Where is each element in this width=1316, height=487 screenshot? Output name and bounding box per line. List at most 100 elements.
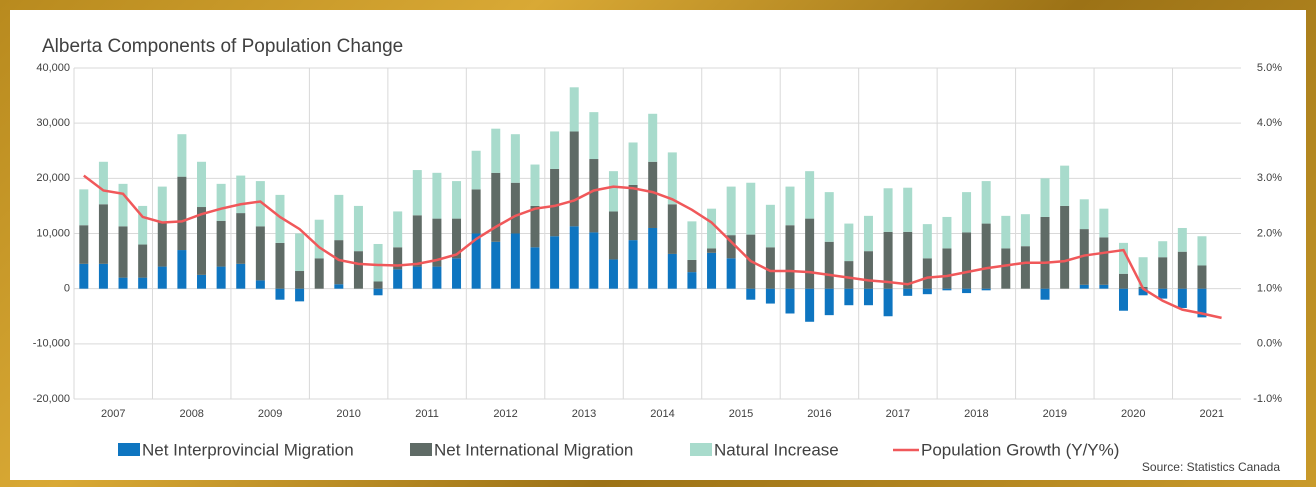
bar [79,263,89,289]
bar [922,288,932,295]
x-tick-label: 2012 [493,408,517,420]
bar [922,258,932,289]
bar [255,226,265,281]
bar [530,205,540,248]
bar [844,288,854,306]
bar [275,288,285,300]
bar [471,150,481,190]
bar [569,87,579,132]
bar [1158,241,1168,258]
bar [883,188,893,232]
bar [1020,246,1030,289]
bar [628,240,638,289]
y2-tick-label: 0.0% [1257,338,1282,350]
bar [628,142,638,185]
x-tick-label: 2021 [1200,408,1224,420]
bar [687,221,697,260]
bar [1177,227,1187,252]
bar [471,233,481,289]
bar [393,211,403,248]
bar [236,213,246,264]
bar [589,159,599,233]
bar [118,277,128,289]
bar [608,171,618,212]
legend-label: Net International Migration [434,440,633,459]
bar [824,192,834,242]
bar [903,231,913,289]
bar [1001,215,1011,249]
y-tick-label: -20,000 [33,393,70,405]
bar [295,288,305,302]
bar [98,161,108,205]
bar [687,272,697,289]
bar [157,266,167,289]
y2-tick-label: 4.0% [1257,117,1282,129]
x-tick-label: 2017 [886,408,910,420]
bar [942,216,952,249]
legend-label: Population Growth (Y/Y%) [921,440,1119,459]
bar [197,161,207,208]
bar [1118,242,1128,274]
legend-label: Natural Increase [714,440,839,459]
bar [138,244,148,278]
bar [785,186,795,226]
source: Source: Statistics Canada [1142,460,1280,474]
bar [138,277,148,289]
bar [667,253,677,289]
bar [216,183,226,221]
bar [1118,288,1128,311]
bar [177,176,187,251]
bar [648,113,658,162]
bar [1177,288,1187,308]
bar [981,181,991,224]
bar [275,194,285,243]
bar [1138,288,1148,296]
bar [334,240,344,285]
x-tick-label: 2008 [179,408,203,420]
bar [962,232,972,289]
bar [1060,165,1070,206]
bar [942,248,952,289]
y-tick-label: 10,000 [36,227,70,239]
bar [491,128,501,173]
y2-tick-label: 3.0% [1257,172,1282,184]
bar [491,241,501,289]
bar [589,112,599,160]
bar [452,218,462,259]
bar [98,263,108,289]
bar [1099,284,1109,289]
bar [452,181,462,219]
x-tick-label: 2016 [807,408,831,420]
bar [1040,216,1050,289]
bar [608,211,618,260]
bar [1197,236,1207,266]
bar [922,224,932,259]
bar [530,247,540,289]
bar [314,258,324,289]
bar [79,189,89,226]
bar [1158,288,1168,299]
bar [981,223,991,289]
bar [393,269,403,289]
bar [883,231,893,289]
bar [628,184,638,241]
bar [726,186,736,236]
line [83,174,1222,320]
bar [608,259,618,289]
y-tick-label: 40,000 [36,62,70,74]
bar [79,225,89,264]
y-tick-label: 30,000 [36,117,70,129]
bar [530,164,540,206]
bar [373,288,383,296]
bar [314,219,324,259]
bar [903,187,913,232]
bar [236,263,246,289]
bar [197,274,207,289]
bar [1040,288,1050,300]
bar [353,205,363,252]
bar [157,222,167,267]
bar [863,215,873,252]
bar [1158,257,1168,289]
bar [746,182,756,235]
panel [10,10,1306,480]
